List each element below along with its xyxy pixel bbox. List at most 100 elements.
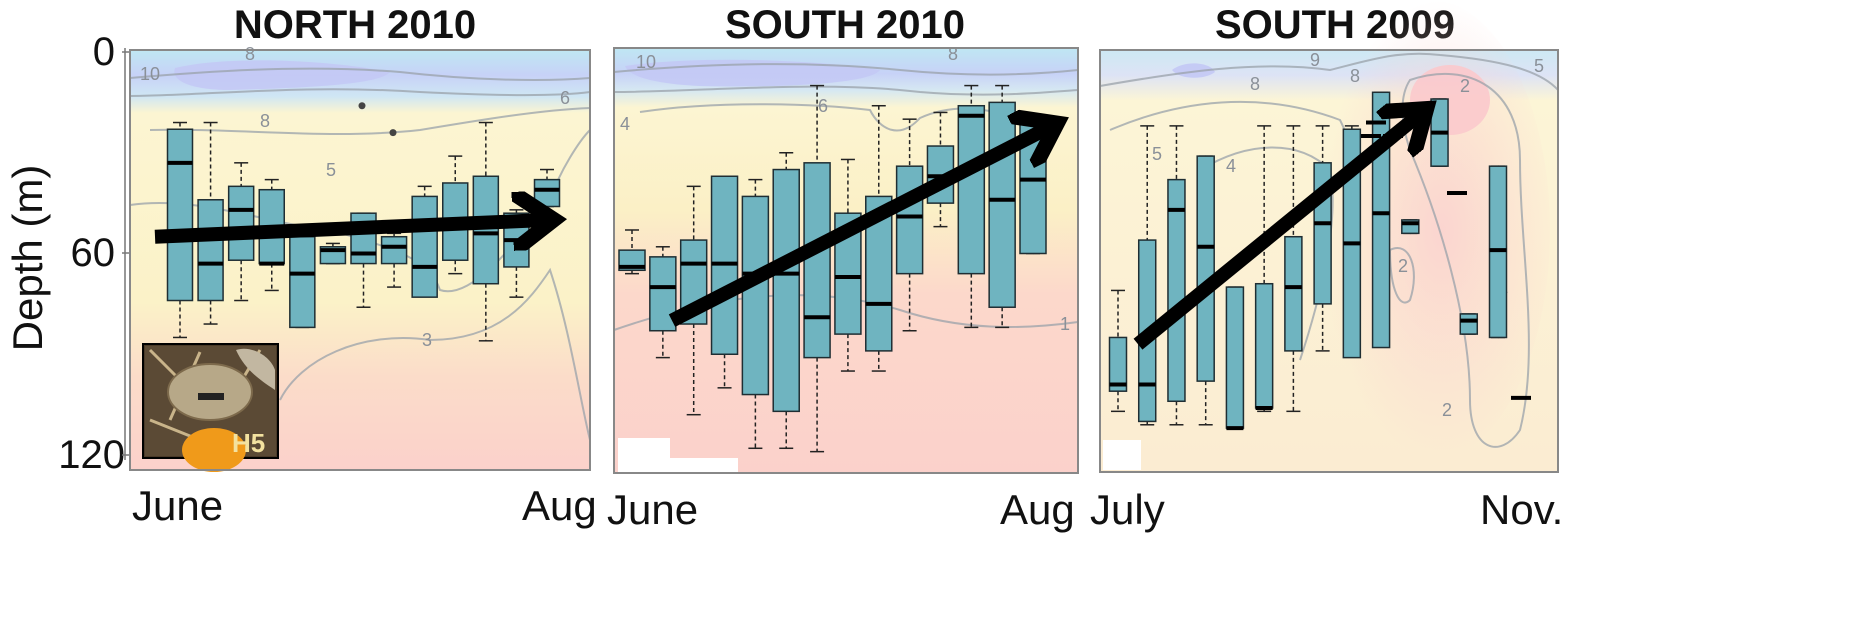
contour-label: 8 [260, 111, 270, 131]
contour-label: 6 [818, 96, 828, 116]
box-5 [1225, 286, 1245, 431]
contour-label: 1 [1060, 314, 1070, 334]
box-1 [166, 121, 194, 339]
box-body [803, 162, 831, 359]
y-tick-0: 0 [93, 30, 115, 74]
box-11 [472, 121, 500, 342]
box-body [533, 178, 561, 208]
panel-title-north-2010: NORTH 2010 [234, 3, 476, 47]
x-end-label-north-2010: Aug [522, 482, 597, 529]
box-body [1167, 178, 1186, 403]
box-body [1284, 235, 1303, 352]
box-6 [319, 242, 347, 265]
inset-photo-text: H5 [232, 428, 265, 458]
contour-label: 2 [1442, 400, 1452, 420]
contour-label: 10 [140, 64, 160, 84]
contour-line [279, 267, 591, 441]
box-12 [1430, 98, 1449, 167]
box-body [289, 235, 316, 329]
trend-arrows [154, 112, 1422, 350]
box-10 [895, 118, 924, 332]
box-9 [411, 185, 438, 298]
trend-arrow [668, 126, 1052, 327]
box-7 [1284, 125, 1303, 413]
x-start-label-north-2010: June [132, 482, 223, 529]
contour-line [1099, 52, 1559, 91]
box-10 [1371, 91, 1391, 349]
box-body [1371, 91, 1391, 349]
box-5 [741, 178, 770, 450]
contour-line [613, 85, 1079, 96]
contour-line [129, 67, 591, 81]
no-data-region [1103, 440, 1141, 470]
contour-label: 8 [245, 44, 255, 64]
box-14 [1488, 165, 1508, 339]
box-6 [1254, 125, 1274, 413]
box-body [1108, 336, 1128, 392]
box-body [741, 195, 770, 396]
contour-line [613, 63, 1079, 76]
y-tick-60: 60 [71, 231, 116, 275]
inset-photo: H5 [142, 343, 279, 472]
box-1 [618, 229, 646, 275]
outlier-point [358, 102, 366, 110]
box-body [197, 199, 224, 302]
panel-frame [1099, 49, 1559, 473]
box-7 [803, 84, 831, 453]
contour-label: 5 [326, 160, 336, 180]
contour-label: 10 [636, 52, 656, 72]
outlier-point [389, 129, 397, 137]
panel-frame [129, 49, 591, 471]
panel-frame [613, 47, 1079, 474]
trend-arrow [154, 220, 548, 237]
box-body [166, 128, 194, 302]
trend-arrow [1133, 112, 1422, 350]
box-4 [710, 175, 739, 389]
no-data-region [618, 438, 670, 472]
contour-line [129, 88, 591, 97]
box-body [895, 165, 924, 275]
box-12 [957, 84, 986, 329]
cold-patch [174, 60, 390, 90]
warm-patch [1310, 0, 1550, 460]
box-5 [289, 232, 316, 329]
box-1 [1108, 289, 1128, 413]
contour-label: 9 [1310, 50, 1320, 70]
box-body [988, 101, 1016, 308]
box-body [227, 185, 255, 261]
box-13 [988, 84, 1016, 329]
box-3 [227, 162, 255, 302]
box-body [1254, 282, 1274, 409]
contour-label: 4 [1226, 156, 1236, 176]
contour-label: 8 [948, 44, 958, 64]
x-start-label-south-2009: July [1090, 486, 1165, 533]
contour-line [1388, 247, 1415, 304]
box-4 [1196, 155, 1215, 426]
box-body [957, 104, 986, 275]
outlier-points [358, 102, 397, 137]
box-3 [1167, 125, 1186, 426]
box-9 [1342, 125, 1362, 359]
cold-patch [1172, 63, 1215, 78]
box-body [1225, 286, 1245, 429]
contour-label: 2 [1460, 76, 1470, 96]
y-axis-label: Depth (m) [4, 165, 51, 352]
contour-label: 8 [1250, 74, 1260, 94]
contour-label: 6 [560, 88, 570, 108]
panel-north-2010: 10 8 8 6 5 3 H5 [129, 44, 591, 472]
box-body [472, 175, 500, 285]
box-6 [772, 152, 800, 450]
contour-label: 5 [1152, 144, 1162, 164]
contour-line [1401, 72, 1530, 448]
panel-title-south-2010: SOUTH 2010 [725, 3, 965, 47]
box-body [411, 195, 438, 298]
box-body [1459, 313, 1479, 335]
box-body [380, 235, 408, 265]
panel-south-2009: 8 8 9 5 5 4 2 4 2 2 [1099, 0, 1559, 473]
x-end-label-south-2009: Nov. [1480, 486, 1563, 533]
x-end-label-south-2010: Aug [1000, 486, 1075, 533]
contour-label: 5 [1534, 56, 1544, 76]
contour-line [149, 107, 591, 136]
box-13 [1459, 313, 1479, 335]
